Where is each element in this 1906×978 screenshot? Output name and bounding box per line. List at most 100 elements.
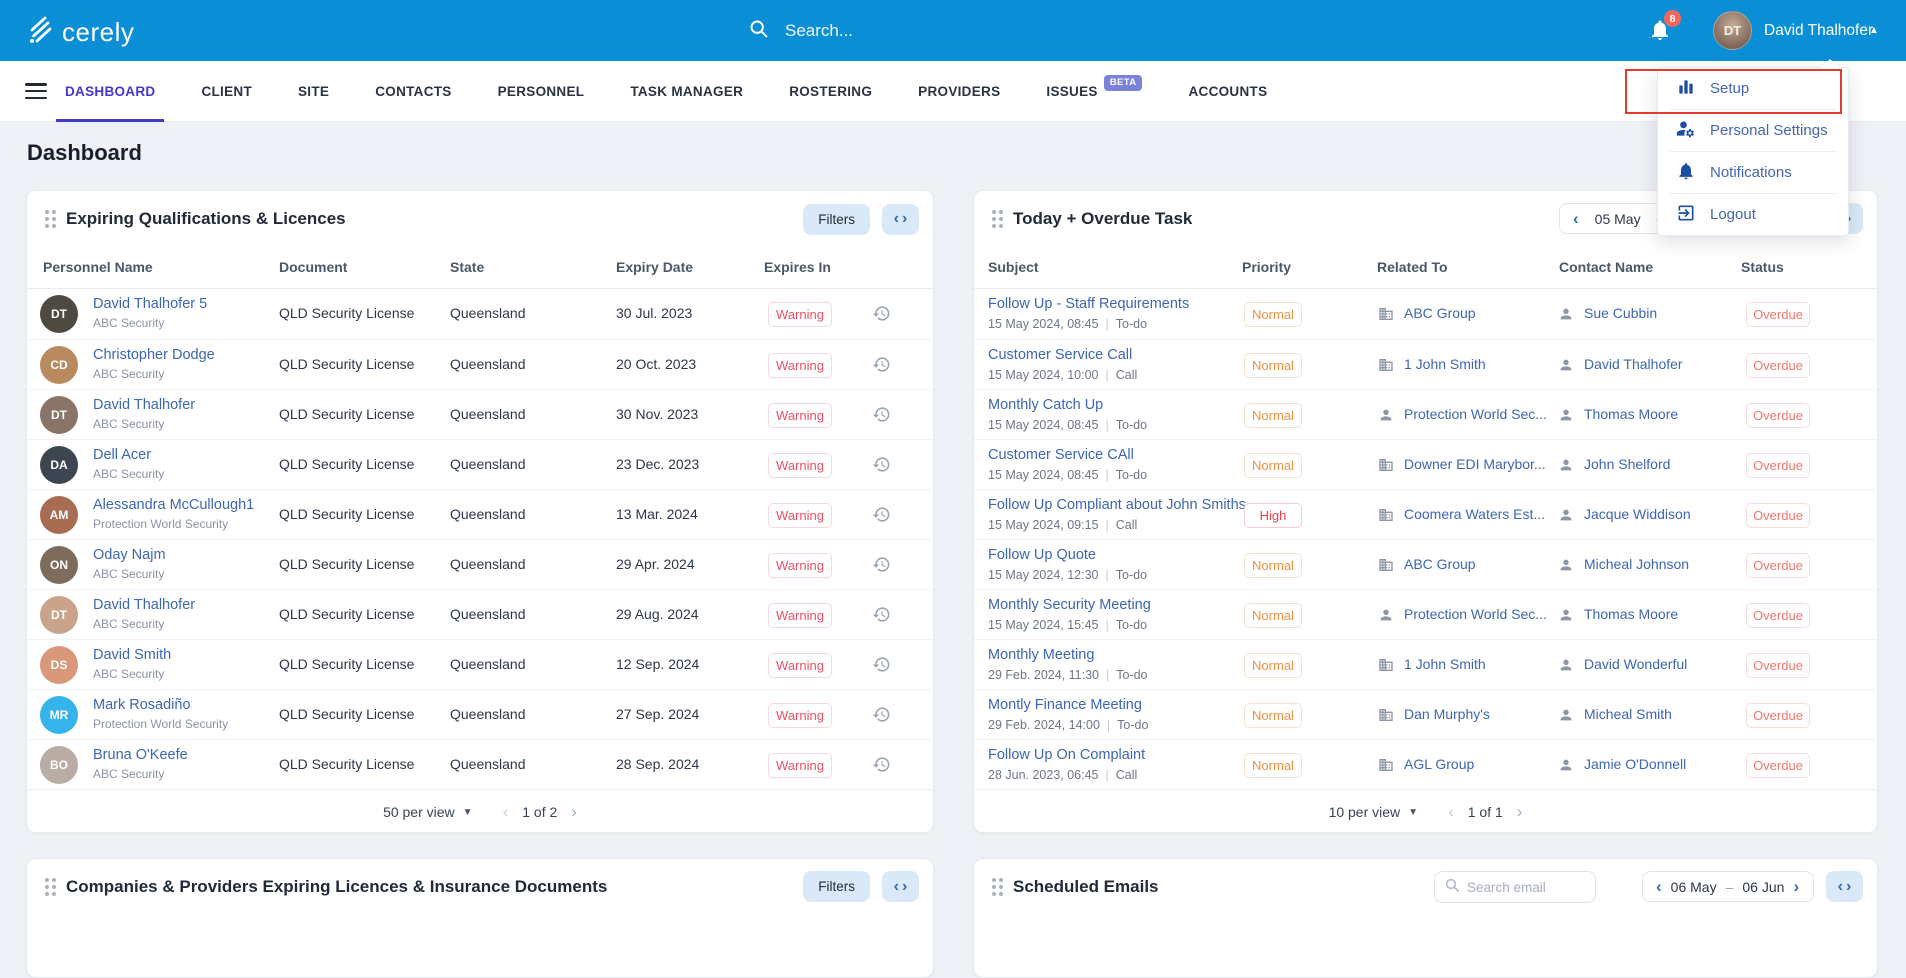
- related-to-link[interactable]: Protection World Sec...: [1404, 406, 1547, 422]
- priority-badge: Normal: [1244, 553, 1302, 578]
- history-icon[interactable]: [872, 655, 891, 679]
- contact-name-link[interactable]: Jamie O'Donnell: [1584, 756, 1687, 772]
- menu-item-personal-settings[interactable]: Personal Settings: [1658, 110, 1848, 151]
- contact-name-link[interactable]: David Wonderful: [1584, 656, 1688, 672]
- task-subject-link[interactable]: Follow Up Quote: [988, 547, 1096, 563]
- history-icon[interactable]: [872, 705, 891, 729]
- user-name[interactable]: David Thalhofer: [1764, 21, 1874, 39]
- date-start[interactable]: 06 May: [1670, 878, 1717, 895]
- date-next-icon[interactable]: ›: [1793, 876, 1800, 896]
- task-subject-link[interactable]: Follow Up - Staff Requirements: [988, 296, 1190, 312]
- tab-client[interactable]: CLIENT: [178, 61, 275, 122]
- expand-panel-button[interactable]: ‹›: [882, 203, 919, 235]
- tab-contacts[interactable]: CONTACTS: [352, 61, 474, 122]
- task-subject-link[interactable]: Customer Service CAll: [988, 447, 1134, 463]
- personnel-name-link[interactable]: Alessandra McCullough1: [93, 497, 255, 513]
- history-icon[interactable]: [872, 405, 891, 429]
- tab-accounts[interactable]: ACCOUNTS: [1165, 61, 1290, 122]
- tab-dashboard[interactable]: DASHBOARD: [42, 61, 178, 122]
- personnel-name-link[interactable]: David Thalhofer: [93, 597, 196, 613]
- history-icon[interactable]: [872, 505, 891, 529]
- user-menu-caret-icon[interactable]: ▲: [1869, 25, 1879, 36]
- related-to-link[interactable]: Downer EDI Marybor...: [1404, 456, 1546, 472]
- menu-item-setup[interactable]: Setup: [1658, 68, 1848, 109]
- personnel-name-link[interactable]: Mark Rosadiño: [93, 697, 191, 713]
- person-icon: [1558, 407, 1574, 428]
- tab-site[interactable]: SITE: [275, 61, 352, 122]
- task-subject-link[interactable]: Customer Service Call: [988, 347, 1133, 363]
- drag-handle-icon[interactable]: [992, 878, 1003, 896]
- prev-page-button[interactable]: ‹: [1448, 802, 1454, 821]
- personnel-name-link[interactable]: Dell Acer: [93, 447, 152, 463]
- drag-handle-icon[interactable]: [45, 878, 56, 896]
- personnel-name-link[interactable]: David Thalhofer 5: [93, 296, 208, 312]
- filters-button[interactable]: Filters: [803, 203, 870, 235]
- task-subject-link[interactable]: Montly Finance Meeting: [988, 697, 1142, 713]
- task-subject-link[interactable]: Monthly Meeting: [988, 647, 1095, 663]
- task-subject-link[interactable]: Follow Up Compliant about John Smiths: [988, 497, 1246, 513]
- email-search-input[interactable]: [1467, 879, 1577, 895]
- expand-panel-button[interactable]: ‹›: [1826, 871, 1863, 902]
- history-icon[interactable]: [872, 304, 891, 328]
- filters-button[interactable]: Filters: [803, 871, 870, 902]
- history-icon[interactable]: [872, 355, 891, 379]
- related-to-link[interactable]: AGL Group: [1404, 756, 1475, 772]
- tab-issues[interactable]: ISSUES BETA: [1023, 61, 1165, 122]
- menu-item-notifications[interactable]: Notifications: [1658, 152, 1848, 193]
- per-view-select[interactable]: 50 per view ▼: [383, 804, 473, 820]
- contact-name-link[interactable]: Sue Cubbin: [1584, 305, 1658, 321]
- task-subject-link[interactable]: Monthly Catch Up: [988, 397, 1104, 413]
- date-end[interactable]: 06 Jun: [1742, 878, 1785, 895]
- date-start[interactable]: 05 May: [1594, 210, 1641, 227]
- global-search[interactable]: [748, 0, 1105, 61]
- date-prev-icon[interactable]: ‹: [1573, 208, 1579, 228]
- history-icon[interactable]: [872, 455, 891, 479]
- per-view-select[interactable]: 10 per view ▼: [1328, 804, 1419, 820]
- task-subject-link[interactable]: Follow Up On Complaint: [988, 747, 1146, 763]
- history-icon[interactable]: [872, 755, 891, 779]
- personnel-name-link[interactable]: Christopher Dodge: [93, 347, 215, 363]
- contact-name-link[interactable]: Thomas Moore: [1584, 606, 1679, 622]
- related-to-link[interactable]: ABC Group: [1404, 305, 1476, 321]
- related-to-link[interactable]: 1 John Smith: [1404, 356, 1486, 372]
- date-prev-icon[interactable]: ‹: [1656, 876, 1662, 896]
- tab-rostering[interactable]: ROSTERING: [766, 61, 895, 122]
- history-icon[interactable]: [872, 605, 891, 629]
- company-label: ABC Security: [93, 367, 165, 381]
- contact-name-link[interactable]: Jacque Widdison: [1584, 506, 1691, 522]
- tab-providers[interactable]: PROVIDERS: [895, 61, 1023, 122]
- brand-logo[interactable]: cerely: [24, 13, 134, 52]
- related-to-link[interactable]: 1 John Smith: [1404, 656, 1486, 672]
- personnel-name-link[interactable]: David Thalhofer: [93, 397, 196, 413]
- notifications-bell[interactable]: 8: [1648, 10, 1688, 49]
- contact-name-link[interactable]: David Thalhofer: [1584, 356, 1683, 372]
- contact-name-link[interactable]: Thomas Moore: [1584, 406, 1679, 422]
- contact-name-link[interactable]: Micheal Smith: [1584, 706, 1672, 722]
- personnel-name-link[interactable]: Bruna O'Keefe: [93, 747, 188, 763]
- next-page-button[interactable]: ›: [1516, 802, 1523, 821]
- personnel-name-link[interactable]: David Smith: [93, 647, 172, 663]
- personnel-name-link[interactable]: Oday Najm: [93, 547, 166, 563]
- related-to-link[interactable]: ABC Group: [1404, 556, 1476, 572]
- related-to-link[interactable]: Dan Murphy's: [1404, 706, 1490, 722]
- expand-panel-button[interactable]: ‹›: [882, 871, 919, 902]
- menu-item-logout[interactable]: Logout: [1658, 194, 1848, 235]
- prev-page-button[interactable]: ‹: [502, 802, 509, 821]
- contact-name-link[interactable]: Micheal Johnson: [1584, 556, 1690, 572]
- related-to-link[interactable]: Coomera Waters Est...: [1404, 506, 1546, 522]
- notification-count-badge: 8: [1664, 10, 1681, 27]
- history-icon[interactable]: [872, 555, 891, 579]
- building-icon: [1378, 707, 1394, 728]
- tab-task-manager[interactable]: TASK MANAGER: [607, 61, 766, 122]
- next-page-button[interactable]: ›: [571, 802, 577, 821]
- hamburger-menu-icon[interactable]: [25, 83, 47, 103]
- user-avatar[interactable]: DT: [1713, 11, 1752, 50]
- related-to-link[interactable]: Protection World Sec...: [1404, 606, 1547, 622]
- search-input[interactable]: [785, 20, 1105, 41]
- drag-handle-icon[interactable]: [992, 210, 1003, 228]
- task-subject-link[interactable]: Monthly Security Meeting: [988, 597, 1151, 613]
- tab-personnel[interactable]: PERSONNEL: [475, 61, 608, 122]
- email-search-field[interactable]: [1434, 871, 1596, 903]
- contact-name-link[interactable]: John Shelford: [1584, 456, 1671, 472]
- drag-handle-icon[interactable]: [45, 210, 56, 228]
